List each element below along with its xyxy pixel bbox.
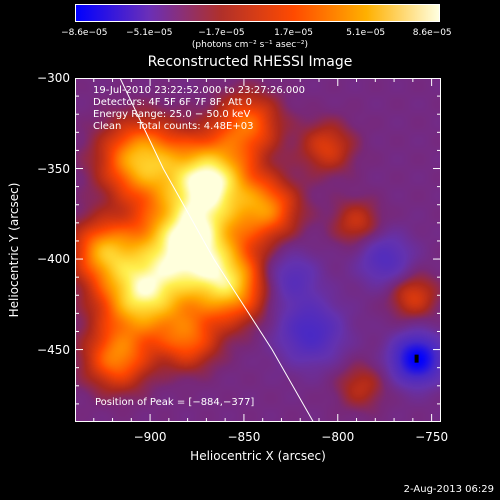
solar-limb-line xyxy=(119,78,314,422)
axes-box xyxy=(75,78,441,422)
y-axis-label: Heliocentric Y (arcsec) xyxy=(7,182,21,318)
axis-ticks xyxy=(75,78,441,422)
x-tick-label: −750 xyxy=(415,430,449,444)
peak-marker xyxy=(414,354,419,363)
clean-counts-text: Clean Total counts: 4.48E+03 xyxy=(93,121,254,132)
y-tick-label: −400 xyxy=(37,252,70,267)
chart-title: Reconstructed RHESSI Image xyxy=(147,54,353,70)
time-range-text: 19-Jul-2010 23:22:52.000 to 23:27:26.000 xyxy=(93,85,305,96)
x-tick-label: −800 xyxy=(321,430,355,444)
plot-area xyxy=(75,78,441,422)
x-axis-label: Heliocentric X (arcsec) xyxy=(190,449,326,463)
x-tick-label: −900 xyxy=(133,430,167,444)
colorbar-tick-label: 5.1e−05 xyxy=(346,28,386,38)
y-tick-label: −300 xyxy=(37,71,70,85)
colorbar-tick-label: 8.6e−05 xyxy=(412,28,452,38)
colorbar xyxy=(75,4,440,22)
colorbar-tick-label: 1.7e−05 xyxy=(274,28,313,38)
timestamp: 2-Aug-2013 06:29 xyxy=(403,484,494,495)
y-tick-label: −350 xyxy=(37,161,70,176)
colorbar-tick-label: −5.1e−05 xyxy=(126,28,173,38)
energy-range-text: Energy Range: 25.0 − 50.0 keV xyxy=(93,109,251,120)
colorbar-tick-label: −8.6e−05 xyxy=(61,28,108,38)
heatmap-image xyxy=(75,78,441,422)
plot-frame xyxy=(75,78,441,422)
x-tick-label: −850 xyxy=(227,430,261,444)
peak-position-text: Position of Peak = [−884,−377] xyxy=(95,397,255,408)
detectors-text: Detectors: 4F 5F 6F 7F 8F, Att 0 xyxy=(93,97,253,108)
colorbar-tick-label: −1.7e−05 xyxy=(198,28,245,38)
y-tick-label: −450 xyxy=(37,342,70,357)
colorbar-unit: (photons cm⁻² s⁻¹ asec⁻²) xyxy=(191,40,309,50)
